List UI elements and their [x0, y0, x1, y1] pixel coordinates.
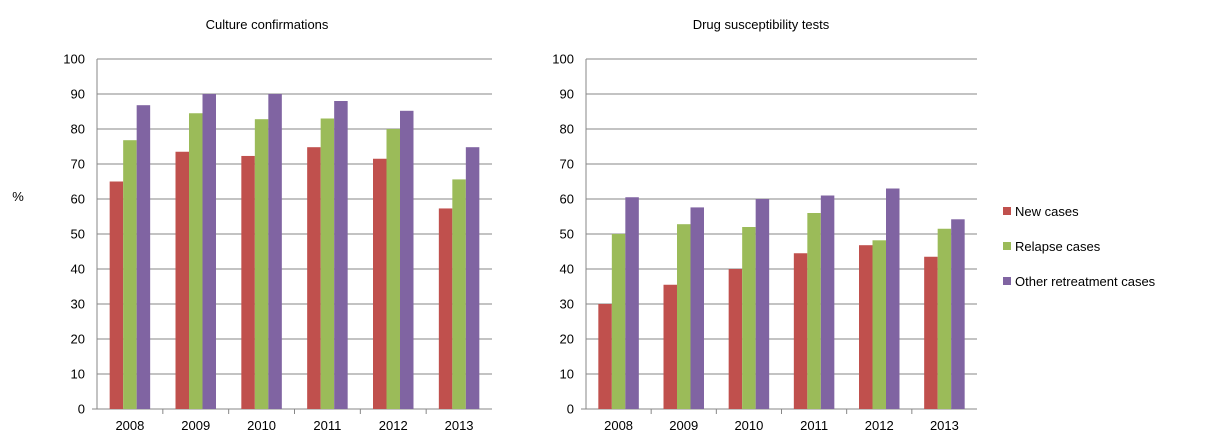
bar-2013-relapse-cases: [937, 228, 952, 409]
legend-label-other-retreatment-cases: Other retreatment cases: [1015, 274, 1156, 289]
bar-2012-relapse-cases: [872, 240, 886, 409]
chart-culture-confirmations: Culture confirmations 0 10 20 30 40 50 60 70 80 9…: [63, 17, 492, 433]
y-axis-label: %: [12, 189, 24, 204]
y-tick-label: 30: [71, 297, 85, 312]
bar-2013-relapse-cases: [452, 179, 466, 409]
bar-2011-other-retreatment-cases: [820, 195, 835, 409]
y-tick-label: 0: [78, 402, 85, 417]
legend-swatch-relapse-cases: [1003, 242, 1011, 250]
bar-2010-new-cases: [241, 155, 255, 409]
bar-2011-new-cases: [793, 253, 808, 409]
bar-2012-other-retreatment-cases: [400, 110, 414, 410]
y-tick-label: 50: [560, 227, 574, 242]
bar-2010-relapse-cases: [742, 227, 756, 409]
y-tick-label: 60: [71, 192, 85, 207]
y-tick-label: 20: [560, 332, 574, 347]
bar-2009-new-cases: [175, 151, 189, 409]
bar-2008-relapse-cases: [123, 140, 137, 409]
x-tick-label: 2009: [181, 418, 210, 433]
bar-2008-other-retreatment-cases: [625, 197, 639, 409]
y-tick-label: 90: [560, 87, 574, 102]
bar-2011-relapse-cases: [320, 118, 335, 409]
y-tick-label: 100: [552, 52, 574, 67]
legend: New cases Relapse cases Other retreatmen…: [1003, 204, 1156, 289]
bar-2010-other-retreatment-cases: [268, 94, 282, 409]
y-tick-label: 20: [71, 332, 85, 347]
x-tick-label: 2011: [800, 418, 828, 433]
legend-label-relapse-cases: Relapse cases: [1015, 239, 1101, 254]
bar-2013-new-cases: [438, 208, 453, 409]
y-tick-label: 80: [71, 122, 85, 137]
x-tick-label: 2012: [379, 418, 408, 433]
bar-2009-other-retreatment-cases: [690, 207, 704, 409]
y-tick-label: 10: [560, 367, 574, 382]
chart-drug-susceptibility-tests: Drug susceptibility tests 0 10 20 30 40 50 60 7…: [552, 17, 977, 433]
bar-2008-relapse-cases: [611, 234, 626, 409]
bar-2011-relapse-cases: [807, 213, 821, 409]
x-tick-label: 2013: [930, 418, 959, 433]
y-tick-label: 40: [71, 262, 85, 277]
x-tick-label: 2013: [445, 418, 474, 433]
chart-title: Culture confirmations: [206, 17, 329, 32]
x-tick-label: 2009: [669, 418, 698, 433]
x-tick-label: 2010: [734, 418, 763, 433]
bar-2012-new-cases: [373, 158, 387, 409]
x-tick-label: 2008: [604, 418, 633, 433]
bar-2012-other-retreatment-cases: [886, 188, 900, 409]
bar-2013-new-cases: [924, 256, 938, 409]
y-tick-label: 70: [71, 157, 85, 172]
bar-2008-other-retreatment-cases: [136, 105, 151, 409]
bar-2011-other-retreatment-cases: [334, 101, 348, 409]
x-tick-label: 2012: [865, 418, 894, 433]
bar-2010-other-retreatment-cases: [755, 199, 770, 409]
bar-2009-other-retreatment-cases: [202, 94, 216, 409]
legend-swatch-new-cases: [1003, 207, 1011, 215]
y-tick-label: 70: [560, 157, 574, 172]
y-tick-label: 60: [560, 192, 574, 207]
bar-2009-new-cases: [663, 284, 677, 409]
bar-2012-new-cases: [859, 245, 873, 409]
x-tick-label: 2008: [115, 418, 144, 433]
bar-2008-new-cases: [598, 304, 612, 409]
bar-2013-other-retreatment-cases: [951, 219, 965, 409]
y-tick-label: 0: [567, 402, 574, 417]
y-tick-label: 40: [560, 262, 574, 277]
y-tick-label: 10: [71, 367, 85, 382]
bar-2011-new-cases: [307, 147, 321, 409]
x-tick-label: 2011: [313, 418, 341, 433]
legend-label-new-cases: New cases: [1015, 204, 1079, 219]
y-tick-label: 90: [71, 87, 85, 102]
bar-2013-other-retreatment-cases: [465, 147, 480, 409]
legend-swatch-other-retreatment-cases: [1003, 277, 1011, 285]
chart-title: Drug susceptibility tests: [693, 17, 830, 32]
bar-2010-relapse-cases: [254, 119, 269, 409]
bar-2008-new-cases: [109, 181, 124, 409]
y-tick-label: 30: [560, 297, 574, 312]
bar-2009-relapse-cases: [677, 224, 691, 409]
x-tick-label: 2010: [247, 418, 276, 433]
bar-2009-relapse-cases: [189, 113, 203, 409]
bar-2012-relapse-cases: [386, 129, 400, 409]
y-tick-label: 80: [560, 122, 574, 137]
bar-2010-new-cases: [728, 269, 743, 409]
y-tick-label: 50: [71, 227, 85, 242]
y-tick-label: 100: [63, 52, 85, 67]
